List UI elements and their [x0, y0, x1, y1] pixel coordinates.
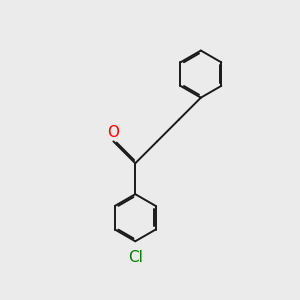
Text: O: O	[107, 125, 119, 140]
Text: Cl: Cl	[128, 250, 143, 265]
